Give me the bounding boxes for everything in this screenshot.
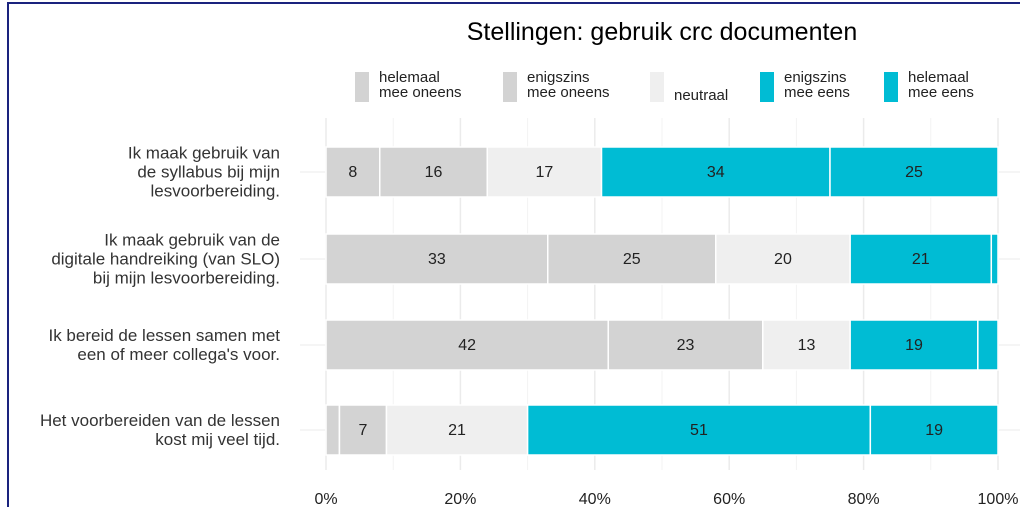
bar-segment [715,233,851,285]
legend-swatch [884,72,898,102]
bar-segment [547,233,717,285]
chart-title: Stellingen: gebruik crc documenten [466,18,858,46]
legend-swatch [503,72,517,102]
value-label: 33 [428,251,446,268]
value-label: 19 [925,422,943,439]
bar-segment [385,404,529,456]
bar-segment [849,319,979,371]
value-label: 20 [774,251,792,268]
bar-segment [379,146,489,198]
bar-segment [526,404,872,456]
value-label: 7 [359,422,368,439]
value-label: 13 [798,337,816,354]
frame [7,2,1020,507]
value-label: 17 [536,164,554,181]
bar-segment [829,146,999,198]
legend-label: helemaal mee eens [908,69,974,101]
category-label: Ik maak gebruik van de syllabus bij mijn… [127,143,280,201]
bar-segment [325,146,381,198]
value-label: 25 [905,164,923,181]
bar-segment [325,404,341,456]
category-label: Ik bereid de lessen samen met een of mee… [48,326,280,364]
x-tick-label: 80% [848,491,880,507]
x-tick-label: 20% [444,491,476,507]
bar-segment [977,319,999,371]
bar-segment [990,233,999,285]
value-label: 19 [905,337,923,354]
bar-segment [325,233,549,285]
value-label: 25 [623,251,641,268]
x-tick-label: 60% [713,491,745,507]
value-label: 21 [912,251,930,268]
value-label: 51 [690,422,708,439]
bar-segment [486,146,603,198]
value-label: 8 [348,164,357,181]
x-tick-label: 0% [314,491,337,507]
legend-label: enigszins mee oneens [527,69,610,101]
x-tick-label: 40% [579,491,611,507]
legend-swatch [355,72,369,102]
value-label: 42 [458,337,476,354]
category-label: Het voorbereiden van de lessen kost mij … [39,411,280,449]
bar-segment [869,404,999,456]
value-label: 23 [677,337,695,354]
value-label: 21 [448,422,466,439]
value-label: 16 [425,164,443,181]
category-label: Ik maak gebruik van de digitale handreik… [51,230,280,288]
bar-segment [849,233,993,285]
x-tick-label: 100% [978,491,1019,507]
legend-swatch [650,72,664,102]
bar-segment [607,319,764,371]
legend-label: neutraal [674,87,729,104]
legend-swatch [760,72,774,102]
legend-label: helemaal mee oneens [379,69,462,101]
legend-label: enigszins mee eens [784,69,850,101]
value-label: 34 [707,164,725,181]
